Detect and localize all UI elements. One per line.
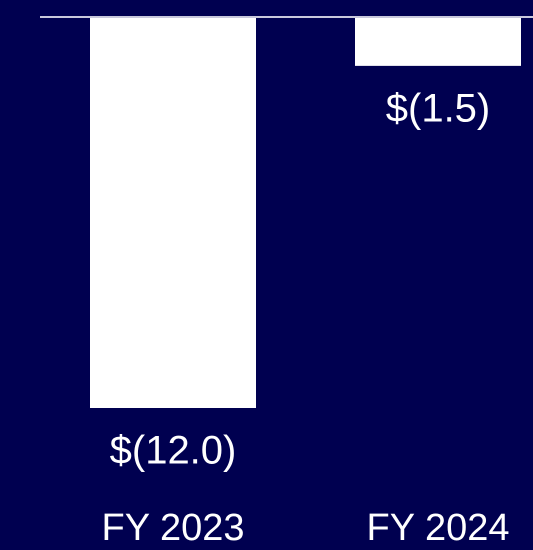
bar xyxy=(90,17,256,408)
value-label: $(1.5) xyxy=(386,86,491,130)
bar xyxy=(355,17,521,66)
x-tick-label: FY 2023 xyxy=(102,507,245,549)
x-tick-label: FY 2024 xyxy=(367,507,510,549)
value-label: $(12.0) xyxy=(110,429,237,473)
